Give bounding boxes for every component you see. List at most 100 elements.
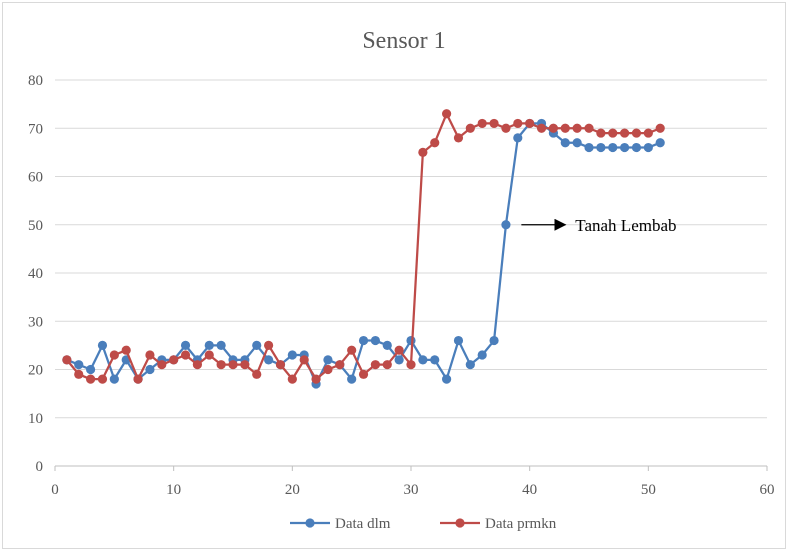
y-tick-label: 0	[36, 459, 44, 475]
data-point	[406, 335, 416, 346]
gridlines	[55, 79, 767, 419]
data-point	[74, 369, 84, 379]
y-tick-label: 80	[28, 73, 43, 89]
data-point	[560, 123, 570, 133]
data-point	[335, 360, 345, 370]
data-point	[145, 364, 155, 375]
data-point	[216, 340, 226, 350]
data-point	[86, 374, 96, 384]
y-tick-label: 20	[28, 363, 43, 379]
data-point	[453, 335, 464, 346]
data-point	[287, 374, 297, 384]
data-point	[572, 123, 582, 133]
data-point	[418, 355, 428, 365]
legend-marker	[305, 518, 315, 528]
x-tick-label: 20	[285, 482, 300, 498]
data-point	[370, 360, 380, 370]
data-point	[513, 118, 523, 129]
data-point	[548, 123, 559, 133]
data-point	[465, 123, 475, 133]
data-point	[382, 360, 392, 370]
data-point	[228, 360, 238, 370]
data-point	[275, 360, 286, 370]
data-point	[157, 360, 167, 370]
y-tick-label: 10	[28, 411, 43, 427]
data-point	[608, 142, 618, 153]
data-point	[489, 118, 499, 129]
legend-label: Data prmkn	[485, 516, 557, 532]
data-point	[74, 360, 84, 370]
data-point	[465, 360, 475, 370]
data-point	[620, 128, 630, 138]
data-point	[643, 128, 653, 138]
y-tick-label: 60	[28, 170, 43, 186]
data-point	[180, 350, 191, 360]
data-point	[631, 128, 642, 138]
x-tick-label: 10	[166, 482, 181, 498]
x-tick-label: 50	[641, 482, 656, 498]
y-tick-label: 50	[28, 218, 43, 234]
data-point	[382, 340, 392, 350]
data-point	[145, 350, 155, 360]
x-tick-label: 40	[522, 482, 537, 498]
data-point	[358, 369, 369, 379]
data-point	[358, 335, 369, 346]
y-tick-label: 70	[28, 121, 43, 137]
data-point	[655, 138, 665, 148]
series-layer	[62, 109, 665, 389]
data-point	[169, 355, 179, 365]
data-point	[631, 142, 642, 153]
chart-title: Sensor 1	[362, 28, 445, 54]
data-point	[109, 374, 119, 384]
data-point	[572, 138, 582, 148]
data-point	[620, 142, 630, 153]
legend-item: Data prmkn	[440, 516, 557, 532]
data-point	[97, 374, 108, 384]
data-point	[86, 364, 96, 375]
data-point	[430, 355, 440, 365]
data-point	[596, 128, 606, 138]
data-point	[240, 360, 250, 370]
data-point	[477, 350, 487, 360]
data-point	[430, 138, 440, 148]
data-point	[596, 142, 606, 153]
data-point	[264, 355, 274, 365]
data-point	[442, 109, 452, 119]
data-point	[501, 220, 511, 230]
data-point	[204, 340, 214, 350]
data-point	[655, 123, 665, 133]
x-tick-label: 60	[760, 482, 775, 498]
data-point	[453, 133, 464, 143]
data-point	[536, 123, 547, 133]
data-point	[347, 345, 357, 355]
data-point	[287, 350, 297, 360]
data-point	[442, 374, 452, 384]
data-point	[418, 147, 428, 157]
data-point	[323, 364, 333, 375]
data-point	[264, 340, 274, 350]
data-point	[97, 340, 108, 350]
data-point	[584, 142, 594, 153]
legend-marker	[455, 518, 465, 528]
data-point	[584, 123, 594, 133]
data-point	[192, 360, 202, 370]
data-point	[394, 355, 404, 365]
data-point	[406, 360, 416, 370]
series-2	[62, 109, 665, 384]
data-point	[62, 355, 72, 365]
legend-label: Data dlm	[335, 516, 391, 532]
data-point	[347, 374, 357, 384]
y-tick-label: 40	[28, 266, 43, 282]
data-point	[501, 123, 511, 133]
annotation-layer: Tanah Lembab	[521, 216, 677, 235]
series-1	[62, 118, 665, 389]
data-point	[560, 138, 570, 148]
data-point	[216, 360, 226, 370]
data-point	[394, 345, 404, 355]
data-point	[121, 345, 131, 355]
data-point	[252, 340, 262, 350]
data-point	[109, 350, 119, 360]
legend-item: Data dlm	[290, 516, 391, 532]
